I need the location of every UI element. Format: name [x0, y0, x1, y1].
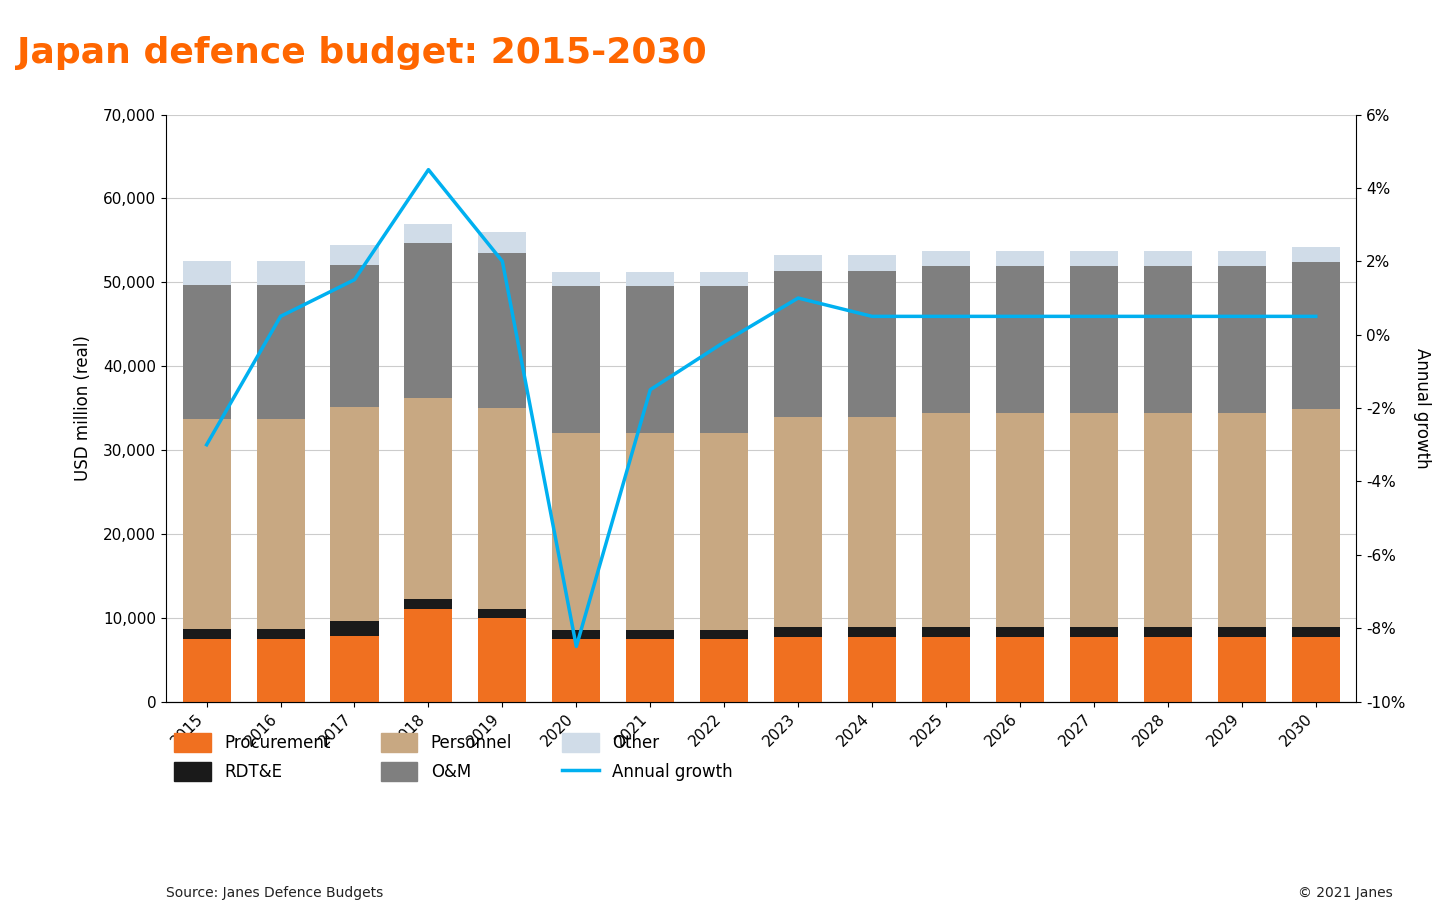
Bar: [1069, 627, 1118, 637]
Bar: [1218, 266, 1266, 413]
Bar: [773, 417, 823, 627]
Bar: [626, 630, 674, 638]
Bar: [1069, 637, 1118, 702]
Bar: [626, 286, 674, 433]
Bar: [700, 638, 749, 702]
Bar: [848, 637, 896, 702]
Bar: [996, 637, 1045, 702]
Bar: [1144, 266, 1192, 413]
Text: Source: Janes Defence Budgets: Source: Janes Defence Budgets: [166, 887, 384, 900]
Bar: [996, 251, 1045, 266]
Bar: [1291, 262, 1339, 409]
Bar: [1069, 413, 1118, 627]
Bar: [553, 630, 600, 638]
Legend: Procurement, RDT&E, Personnel, O&M, Other, Annual growth: Procurement, RDT&E, Personnel, O&M, Othe…: [175, 733, 733, 781]
Bar: [330, 245, 378, 265]
Bar: [922, 627, 970, 637]
Bar: [1069, 266, 1118, 413]
Bar: [922, 266, 970, 413]
Bar: [700, 433, 749, 630]
Bar: [478, 618, 527, 702]
Bar: [626, 433, 674, 630]
Bar: [1218, 627, 1266, 637]
Bar: [848, 256, 896, 271]
Bar: [1069, 251, 1118, 266]
Bar: [1218, 413, 1266, 627]
Bar: [1291, 627, 1339, 637]
Bar: [478, 609, 527, 618]
Bar: [848, 627, 896, 637]
Bar: [626, 272, 674, 286]
Bar: [1291, 409, 1339, 627]
Bar: [1218, 251, 1266, 266]
Bar: [330, 621, 378, 636]
Bar: [773, 637, 823, 702]
Bar: [996, 627, 1045, 637]
Bar: [626, 638, 674, 702]
Bar: [404, 224, 453, 243]
Bar: [183, 419, 231, 628]
Bar: [257, 638, 304, 702]
Bar: [404, 599, 453, 609]
Bar: [922, 251, 970, 266]
Y-axis label: USD million (real): USD million (real): [74, 335, 92, 481]
Bar: [773, 271, 823, 417]
Bar: [700, 286, 749, 433]
Bar: [553, 272, 600, 286]
Bar: [996, 266, 1045, 413]
Bar: [553, 286, 600, 433]
Bar: [996, 413, 1045, 627]
Bar: [553, 433, 600, 630]
Bar: [1144, 413, 1192, 627]
Bar: [922, 637, 970, 702]
Bar: [404, 398, 453, 599]
Bar: [330, 407, 378, 621]
Bar: [478, 232, 527, 253]
Bar: [183, 285, 231, 419]
Bar: [773, 627, 823, 637]
Bar: [922, 413, 970, 627]
Bar: [183, 628, 231, 638]
Bar: [1291, 637, 1339, 702]
Bar: [700, 272, 749, 286]
Bar: [257, 419, 304, 628]
Bar: [848, 417, 896, 627]
Bar: [1218, 637, 1266, 702]
Text: Japan defence budget: 2015-2030: Japan defence budget: 2015-2030: [17, 36, 707, 70]
Bar: [848, 271, 896, 417]
Bar: [700, 630, 749, 638]
Bar: [1144, 637, 1192, 702]
Bar: [553, 638, 600, 702]
Bar: [1144, 251, 1192, 266]
Bar: [257, 628, 304, 638]
Bar: [404, 243, 453, 398]
Bar: [773, 256, 823, 271]
Bar: [478, 408, 527, 609]
Bar: [330, 265, 378, 407]
Y-axis label: Annual growth: Annual growth: [1413, 348, 1430, 469]
Bar: [257, 261, 304, 285]
Bar: [1291, 247, 1339, 262]
Text: © 2021 Janes: © 2021 Janes: [1297, 887, 1392, 900]
Bar: [183, 261, 231, 285]
Bar: [404, 609, 453, 702]
Bar: [1144, 627, 1192, 637]
Bar: [478, 253, 527, 408]
Bar: [183, 638, 231, 702]
Bar: [330, 636, 378, 702]
Bar: [257, 285, 304, 419]
